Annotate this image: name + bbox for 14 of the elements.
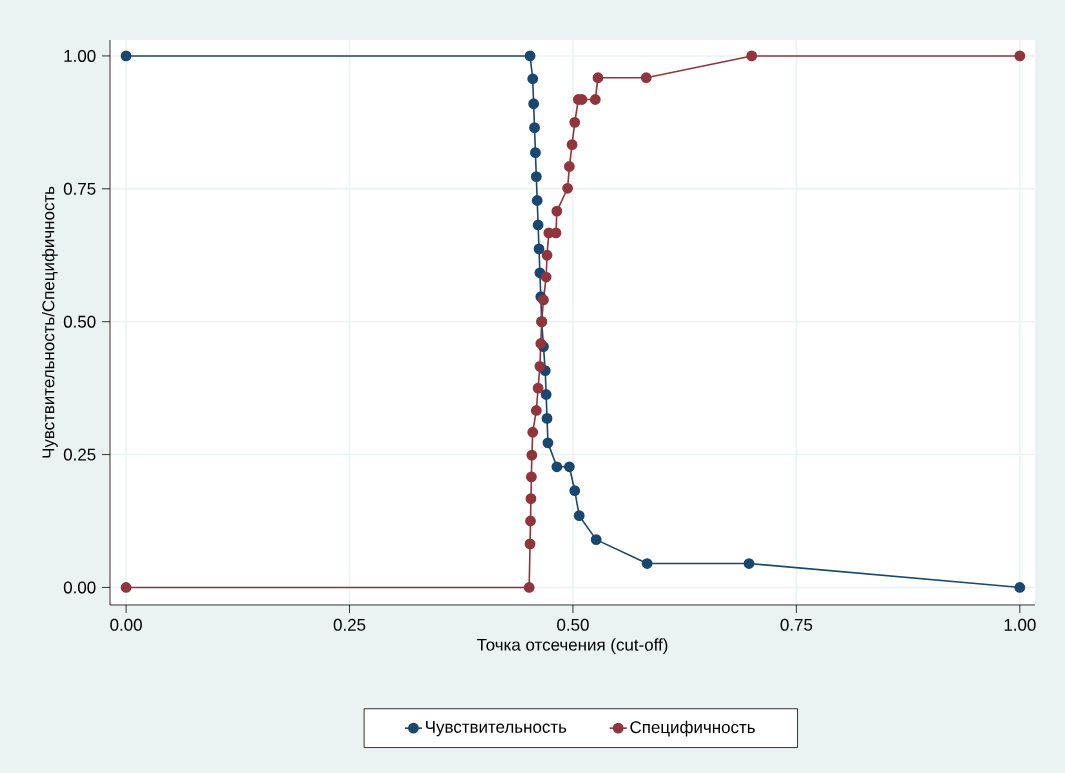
y-tick-label: 0.75 xyxy=(63,182,96,195)
x-axis-title: Точка отсечения (cut-off) xyxy=(477,638,668,655)
x-tick-label: 1.00 xyxy=(1004,618,1036,631)
x-tick-label: 0.50 xyxy=(557,618,589,631)
legend-label: Чувствительность xyxy=(426,721,567,737)
y-tick-label: 0.50 xyxy=(63,315,96,328)
y-tick-label: 0.25 xyxy=(63,448,96,461)
y-tick-label: 1.00 xyxy=(64,49,96,62)
x-tick-label: 0.00 xyxy=(110,618,142,631)
y-axis-title: Чувствительность/Специфичность xyxy=(41,186,58,458)
x-tick-label: 0.75 xyxy=(780,618,813,631)
legend-label: Специфичность xyxy=(630,720,755,737)
y-tick-label: 0.00 xyxy=(63,581,96,594)
x-tick-label: 0.25 xyxy=(333,618,366,631)
